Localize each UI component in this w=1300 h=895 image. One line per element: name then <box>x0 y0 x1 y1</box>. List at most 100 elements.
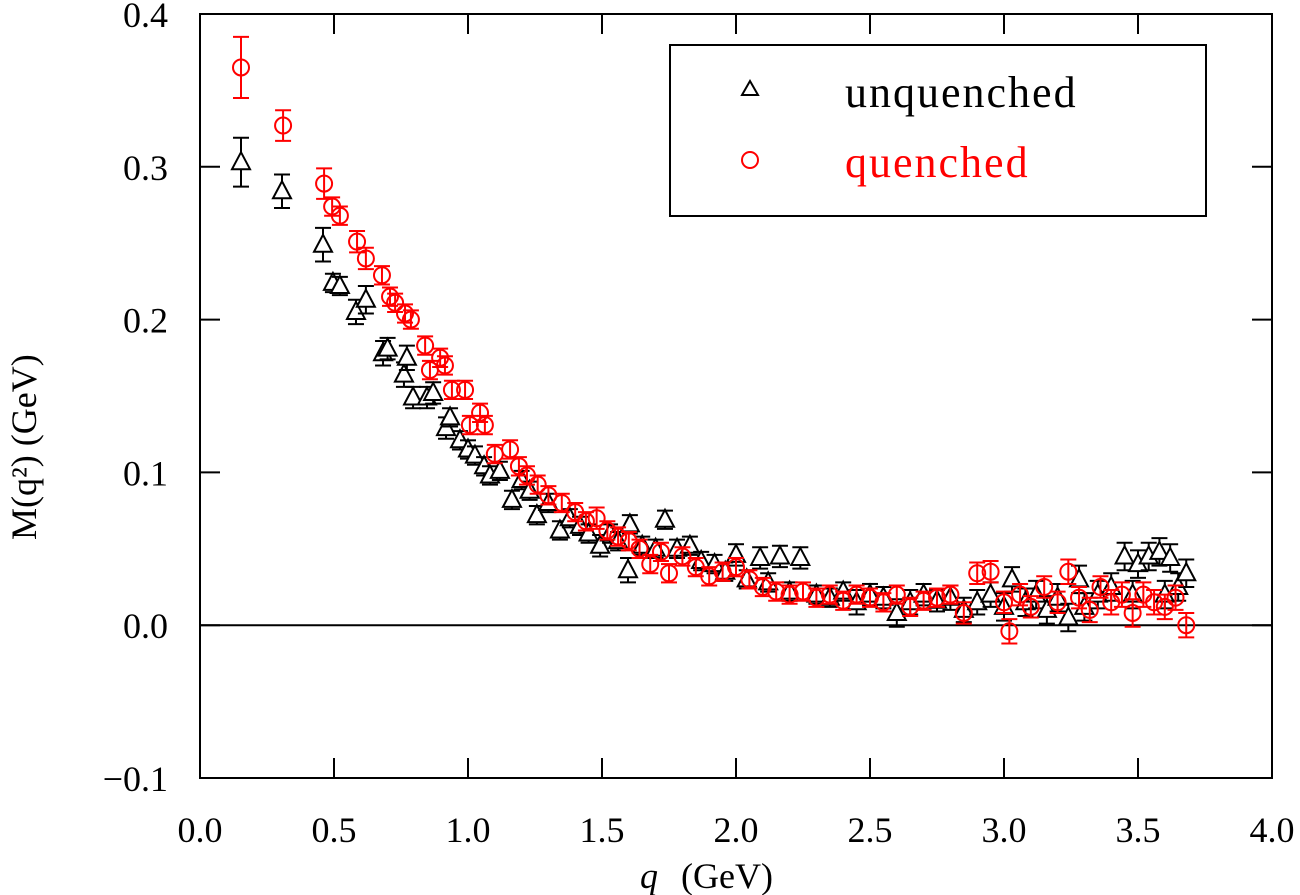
circle-marker <box>887 585 906 604</box>
circle-marker <box>442 380 461 399</box>
data-point <box>587 506 606 530</box>
triangle-marker <box>1113 544 1136 565</box>
legend-box <box>669 44 1207 217</box>
x-tick-label: 0.0 <box>178 810 223 850</box>
circle-marker <box>386 293 405 312</box>
y-tick-label: −0.1 <box>103 759 168 799</box>
data-point <box>1091 575 1110 599</box>
data-point <box>329 273 351 297</box>
circle-marker <box>807 588 826 607</box>
legend-circle-marker <box>741 151 759 169</box>
circle-marker <box>587 509 606 528</box>
data-point <box>928 587 946 608</box>
triangle-marker <box>396 345 418 366</box>
x-tick-label: 1.5 <box>580 810 625 850</box>
circle-marker <box>874 593 893 612</box>
triangle-marker <box>402 385 424 406</box>
triangle-marker <box>1148 539 1171 560</box>
triangle-marker <box>312 232 334 253</box>
data-point <box>386 292 405 313</box>
data-point <box>1148 537 1171 567</box>
circle-marker <box>1123 603 1142 622</box>
circle-marker <box>673 547 692 566</box>
circle-marker <box>1011 585 1030 604</box>
triangle-marker <box>1057 605 1079 626</box>
data-point <box>740 569 759 590</box>
data-point <box>651 541 670 563</box>
triangle-marker <box>617 558 639 579</box>
circle-marker <box>274 116 293 135</box>
data-point <box>1011 582 1030 607</box>
circle-marker <box>981 562 1000 581</box>
data-point <box>749 545 771 570</box>
circle-marker <box>598 521 617 540</box>
data-point <box>1035 575 1054 599</box>
x-tick-label: 3.5 <box>1116 810 1161 850</box>
data-point <box>1159 543 1181 573</box>
data-point <box>526 503 548 526</box>
circle-marker <box>780 585 799 604</box>
data-point <box>1001 566 1023 593</box>
circle-marker <box>914 591 933 610</box>
circle-marker <box>471 403 490 422</box>
circle-marker <box>1000 622 1019 641</box>
x-axis-label: q (GeV) <box>640 856 773 895</box>
triangle-marker <box>501 487 523 508</box>
data-point <box>355 284 377 315</box>
data-point <box>954 601 973 625</box>
data-point <box>449 428 471 451</box>
data-point <box>330 205 349 226</box>
data-point <box>617 556 639 584</box>
triangle-marker <box>345 299 367 320</box>
circle-marker <box>767 582 786 601</box>
series-quenched <box>232 35 1196 645</box>
data-point <box>861 587 879 608</box>
data-point <box>1113 541 1136 572</box>
data-point <box>1048 590 1067 614</box>
triangle-marker <box>449 428 471 449</box>
legend: unquenched quenched <box>669 44 1207 217</box>
legend-label-unquenched: unquenched <box>845 68 1078 117</box>
data-point <box>232 35 251 100</box>
triangle-marker <box>789 545 811 566</box>
data-point <box>1021 595 1040 619</box>
data-point <box>439 405 461 428</box>
y-tick-label: 0.4 <box>123 0 168 35</box>
data-point <box>274 109 293 142</box>
circle-marker <box>330 206 349 225</box>
data-point <box>485 443 504 465</box>
triangle-marker <box>886 600 908 621</box>
circle-marker <box>1155 597 1174 616</box>
circle-marker <box>651 542 670 561</box>
data-point <box>847 584 866 605</box>
triangle-marker <box>589 533 611 554</box>
data-point <box>941 584 960 605</box>
data-point <box>464 443 486 466</box>
triangle-marker <box>679 533 701 554</box>
data-point <box>981 560 1000 584</box>
circle-marker <box>1035 578 1054 596</box>
data-point <box>807 587 826 608</box>
data-point <box>539 485 558 506</box>
x-axis-var: q <box>640 856 658 895</box>
circle-marker <box>968 564 987 583</box>
circle-marker <box>372 266 391 285</box>
circle-marker <box>1112 585 1131 604</box>
circle-marker <box>232 58 251 77</box>
circle-marker <box>1177 616 1196 635</box>
circle-marker <box>847 585 866 604</box>
triangle-marker <box>1159 545 1181 566</box>
circle-marker <box>401 310 420 329</box>
data-point <box>887 584 906 605</box>
triangle-marker <box>1001 567 1023 588</box>
circle-marker <box>348 232 367 251</box>
data-point <box>598 520 617 541</box>
circle-marker <box>528 475 547 494</box>
circle-marker <box>416 336 435 355</box>
data-point <box>456 379 475 401</box>
circle-marker <box>941 585 960 604</box>
data-point <box>1112 581 1131 608</box>
triangle-marker <box>489 458 511 479</box>
data-point <box>727 556 745 578</box>
